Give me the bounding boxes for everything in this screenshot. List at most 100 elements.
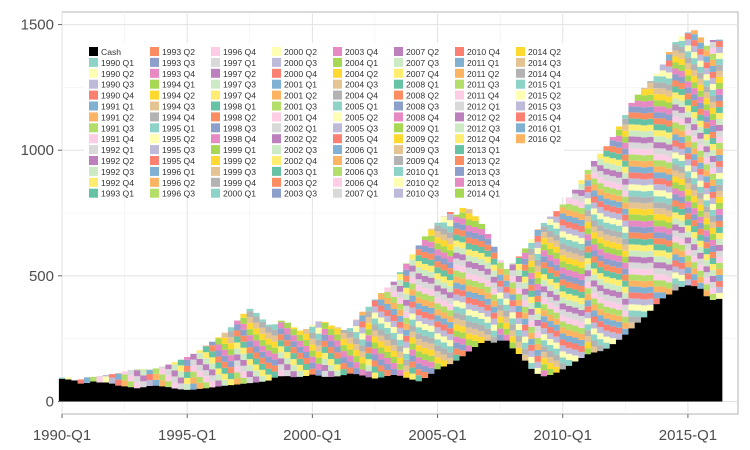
stack-layer: [403, 299, 410, 306]
legend-swatch: [333, 90, 342, 100]
stack-layer: [221, 373, 229, 380]
stack-layer: [697, 228, 705, 235]
stack-layer: [578, 273, 586, 280]
stack-layer: [359, 327, 367, 334]
stack-layer: [603, 228, 611, 235]
stack-layer: [666, 240, 673, 247]
stack-layer: [478, 240, 485, 247]
stack-layer: [321, 370, 329, 377]
stack-layer: [415, 291, 423, 298]
stack-layer: [716, 112, 723, 119]
y-tick-label: 0: [46, 393, 54, 410]
stack-layer: [459, 272, 467, 279]
stack-layer: [465, 279, 473, 286]
stack-layer: [471, 220, 479, 227]
stack-layer: [659, 148, 667, 155]
stack-layer: [615, 135, 623, 142]
stack-layer: [152, 368, 160, 374]
stack-layer: [540, 334, 548, 341]
stack-layer: [490, 330, 498, 337]
legend-swatch: [394, 79, 403, 89]
legend-swatch: [89, 177, 98, 187]
stack-layer: [390, 332, 398, 339]
stack-layer: [328, 359, 335, 366]
stack-layer: [622, 220, 629, 227]
stack-layer: [503, 328, 511, 335]
stack-layer: [409, 277, 417, 284]
stack-layer: [215, 337, 223, 339]
legend-label: 2007 Q1: [345, 189, 378, 199]
legend-label: 2015 Q4: [528, 112, 561, 122]
stack-layer: [284, 358, 291, 365]
stack-layer: [177, 359, 185, 366]
legend-swatch: [394, 112, 403, 122]
stack-layer: [678, 250, 686, 257]
stack-layer: [609, 278, 617, 285]
stack-layer: [290, 347, 298, 354]
stack-layer: [478, 246, 485, 253]
stack-layer: [609, 188, 617, 195]
stack-layer: [365, 353, 373, 360]
stack-layer: [628, 214, 636, 221]
stack-layer: [522, 248, 529, 253]
stack-layer: [509, 276, 517, 283]
stack-layer: [653, 184, 661, 191]
stack-layer: [666, 72, 673, 79]
stack-layer: [259, 363, 266, 370]
stack-layer: [716, 280, 723, 287]
legend-swatch: [272, 112, 281, 122]
legend-label: 2014 Q2: [528, 47, 561, 57]
stack-layer: [565, 197, 573, 204]
stack-layer: [478, 276, 485, 283]
stack-layer: [703, 146, 711, 153]
stack-layer: [565, 221, 573, 228]
stack-layer: [572, 247, 579, 254]
stack-layer: [565, 341, 573, 348]
stack-layer: [703, 188, 711, 195]
stack-layer: [709, 125, 717, 132]
stack-layer: [227, 373, 235, 380]
stack-layer: [597, 153, 604, 160]
stack-layer: [634, 166, 642, 173]
stack-layer: [390, 344, 398, 351]
stack-layer: [597, 219, 604, 226]
stack-layer: [428, 313, 435, 320]
stack-layer: [634, 214, 642, 221]
legend-swatch: [455, 79, 464, 89]
stack-layer: [346, 337, 354, 344]
x-tick-label: 2005-Q1: [408, 427, 466, 444]
stack-layer: [697, 66, 705, 73]
stack-layer: [421, 299, 429, 306]
stack-layer: [415, 303, 423, 310]
stack-layer: [703, 116, 711, 123]
stack-layer: [522, 276, 529, 283]
stack-layer: [421, 245, 429, 252]
stack-layer: [578, 333, 586, 340]
legend-label: 2000 Q3: [284, 58, 317, 68]
stack-layer: [584, 282, 592, 289]
legend-label: 2006 Q4: [345, 178, 378, 188]
stack-layer: [146, 374, 154, 381]
stack-layer: [565, 299, 573, 306]
stack-layer: [227, 379, 235, 386]
stack-layer: [240, 341, 248, 348]
stack-layer: [334, 370, 342, 377]
stack-layer: [384, 309, 392, 316]
stack-layer: [334, 327, 342, 329]
stack-layer: [302, 357, 310, 364]
stack-layer: [603, 180, 611, 187]
stack-layer: [403, 305, 410, 312]
stack-layer: [321, 322, 329, 329]
stack-layer: [415, 285, 423, 292]
stack-layer: [403, 269, 410, 276]
stack-layer: [221, 361, 229, 368]
stack-layer: [547, 363, 554, 370]
stack-layer: [265, 344, 273, 351]
legend-label: 2011 Q2: [467, 69, 500, 79]
legend-swatch: [394, 156, 403, 165]
stack-layer: [559, 285, 567, 292]
stack-layer: [659, 82, 667, 89]
stack-layer: [628, 322, 636, 329]
stack-layer: [603, 162, 611, 169]
stack-layer: [647, 148, 654, 155]
